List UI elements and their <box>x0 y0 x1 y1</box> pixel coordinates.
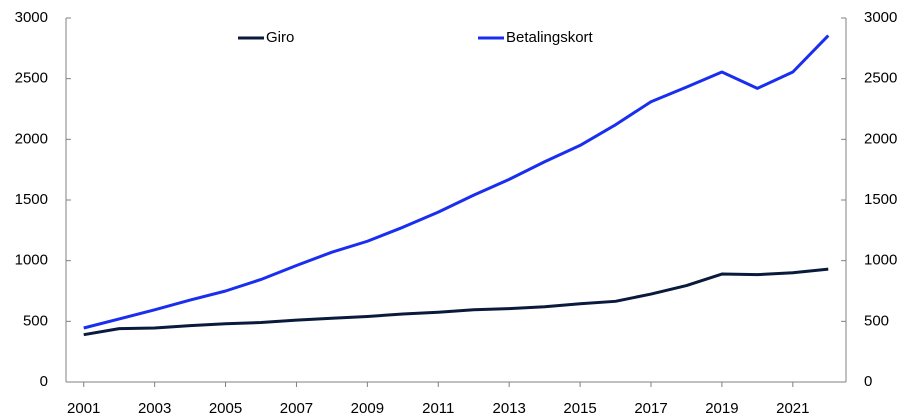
y-tick-label: 2000 <box>15 130 48 147</box>
x-tick-label: 2001 <box>67 400 100 417</box>
y-tick-label: 2500 <box>15 70 48 87</box>
x-tick-label: 2013 <box>492 400 525 417</box>
x-tick-label: 2017 <box>634 400 667 417</box>
line-series <box>83 267 829 337</box>
y2-tick-label: 2000 <box>864 130 897 147</box>
x-tick-label: 2011 <box>422 400 454 417</box>
line-series <box>83 34 830 330</box>
legend-label: Betalingskort <box>506 29 594 46</box>
x-tick-label: 2021 <box>776 400 809 417</box>
x-tick-label: 2007 <box>280 400 313 417</box>
x-tick-label: 2015 <box>563 400 596 417</box>
y2-tick-label: 2500 <box>864 70 897 87</box>
y2-tick-label: 500 <box>864 312 889 329</box>
y-tick-label: 3000 <box>15 9 48 26</box>
y-tick-label: 0 <box>40 373 48 390</box>
x-tick-label: 2019 <box>705 400 738 417</box>
y2-tick-label: 1500 <box>864 191 897 208</box>
y2-tick-label: 3000 <box>864 9 897 26</box>
x-tick-label: 2005 <box>209 400 242 417</box>
x-tick-label: 2009 <box>351 400 384 417</box>
y-tick-label: 500 <box>23 312 48 329</box>
legend-label: Giro <box>266 29 294 46</box>
x-tick-label: 2003 <box>138 400 171 417</box>
y-tick-label: 1500 <box>15 191 48 208</box>
y2-tick-label: 1000 <box>864 252 897 269</box>
y2-tick-label: 0 <box>864 373 872 390</box>
y-tick-label: 1000 <box>15 252 48 269</box>
